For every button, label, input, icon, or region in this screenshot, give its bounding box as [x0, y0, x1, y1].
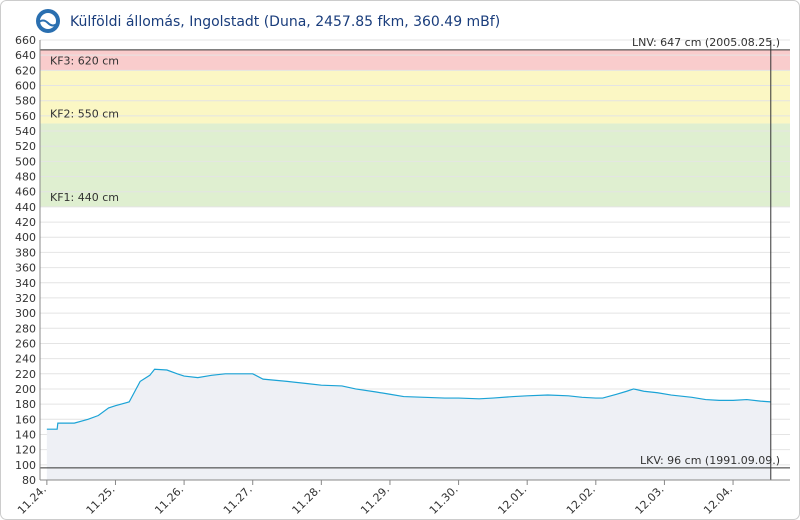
y-tick-label: 180	[15, 398, 36, 411]
y-tick-label: 660	[15, 34, 36, 47]
y-tick-label: 500	[15, 155, 36, 168]
y-tick-label: 520	[15, 140, 36, 153]
threshold-band	[40, 123, 790, 207]
y-tick-label: 580	[15, 95, 36, 108]
series-line	[46, 368, 771, 430]
area	[46, 369, 771, 480]
y-tick-label: 220	[15, 368, 36, 381]
y-tick-label: 380	[15, 246, 36, 259]
y-tick-label: 260	[15, 337, 36, 350]
y-tick-label: 100	[15, 459, 36, 472]
y-tick-label: 140	[15, 428, 36, 441]
y-tick-label: 120	[15, 444, 36, 457]
y-tick-label: 640	[15, 49, 36, 62]
y-tick-label: 240	[15, 353, 36, 366]
reference-label: LNV: 647 cm (2005.08.25.)	[632, 36, 780, 49]
y-tick-label: 480	[15, 171, 36, 184]
y-tick-label: 400	[15, 231, 36, 244]
y-tick-label: 340	[15, 277, 36, 290]
y-tick-label: 200	[15, 383, 36, 396]
chart-title: Külföldi állomás, Ingolstadt (Duna, 2457…	[70, 14, 500, 30]
threshold-band	[40, 49, 790, 71]
y-tick-label: 160	[15, 413, 36, 426]
y-tick-label: 300	[15, 307, 36, 320]
threshold-band	[40, 70, 790, 124]
y-tick-label: 540	[15, 125, 36, 138]
y-tick-label: 420	[15, 216, 36, 229]
reference-label: LKV: 96 cm (1991.09.09.)	[640, 454, 780, 467]
y-tick-label: 360	[15, 262, 36, 275]
band-label: KF2: 550 cm	[50, 107, 119, 120]
band-label: KF3: 620 cm	[50, 54, 119, 67]
y-tick-label: 280	[15, 322, 36, 335]
y-tick-label: 440	[15, 201, 36, 214]
band-label: KF1: 440 cm	[50, 191, 119, 204]
y-tick-label: 620	[15, 64, 36, 77]
y-tick-label: 320	[15, 292, 36, 305]
y-tick-label: 80	[22, 474, 36, 487]
y-tick-label: 600	[15, 80, 36, 93]
y-tick-label: 460	[15, 186, 36, 199]
y-tick-label: 560	[15, 110, 36, 123]
logo	[36, 9, 60, 33]
